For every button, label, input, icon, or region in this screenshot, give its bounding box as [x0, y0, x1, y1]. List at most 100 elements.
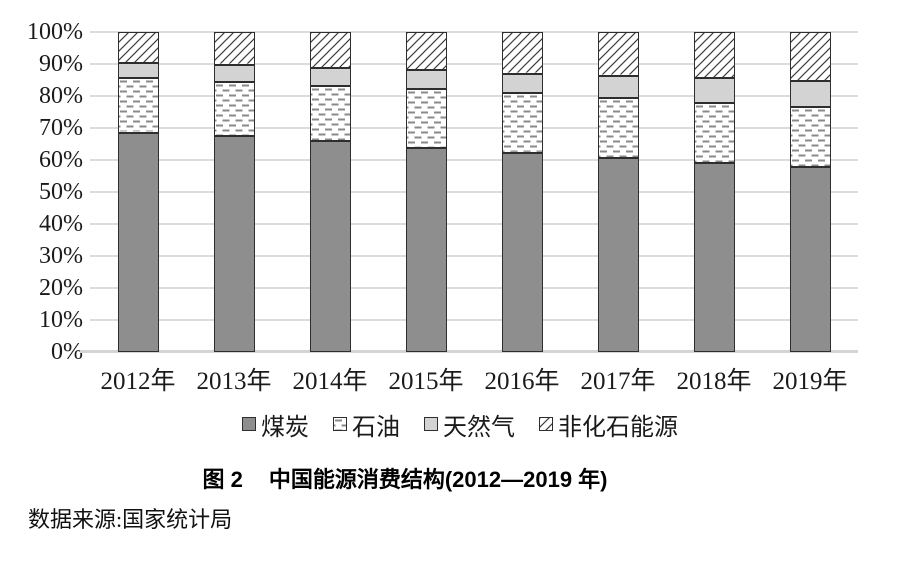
stacked-bar-2013年 [214, 32, 255, 352]
gridline-100 [90, 31, 858, 33]
bar-segment-nonfossil-2018年 [694, 32, 735, 79]
legend-item-nonfossil: 非化石能源 [539, 407, 678, 442]
x-tick-label-2018年: 2018年 [676, 368, 752, 395]
bar-segment-gas-2019年 [790, 80, 831, 107]
gridline-60 [90, 159, 858, 161]
gridline-40 [90, 223, 858, 225]
bar-segment-coal-2018年 [694, 163, 735, 352]
y-tick-label-80: 80% [39, 83, 83, 109]
data-source: 数据来源:国家统计局 [28, 507, 233, 532]
legend-label-coal: 煤炭 [261, 414, 309, 441]
bar-segment-oil-2012年 [118, 78, 159, 133]
legend-swatch-gas [424, 417, 438, 431]
gridline-70 [90, 127, 858, 129]
legend-item-oil: 石油 [333, 407, 400, 442]
bar-segment-coal-2013年 [214, 136, 255, 352]
stacked-bar-2014年 [310, 32, 351, 352]
bar-slot-2016年 [474, 32, 570, 352]
bar-slot-2013年 [186, 32, 282, 352]
bar-segment-coal-2017年 [598, 158, 639, 352]
bar-segment-nonfossil-2015年 [406, 32, 447, 71]
bar-segment-coal-2012年 [118, 132, 159, 352]
gridline-50 [90, 191, 858, 193]
diagonal-hatch-fill [407, 33, 446, 70]
dash-pattern-fill [503, 94, 542, 152]
x-tick-label-2014年: 2014年 [292, 368, 368, 395]
bar-segment-nonfossil-2019年 [790, 32, 831, 81]
bar-segment-gas-2016年 [502, 73, 543, 94]
bar-segment-gas-2018年 [694, 78, 735, 103]
y-tick-label-90: 90% [39, 51, 83, 77]
gridline-20 [90, 287, 858, 289]
gridline-30 [90, 255, 858, 257]
dash-pattern-fill [695, 103, 734, 163]
legend-swatch-oil [333, 417, 347, 431]
y-tick-label-70: 70% [39, 115, 83, 141]
legend-swatch-coal [242, 417, 256, 431]
y-tick-label-10: 10% [39, 307, 83, 333]
bar-segment-gas-2012年 [118, 63, 159, 79]
chart-legend: 煤炭 石油 天然气 非化石能源 [60, 406, 860, 442]
bar-segment-coal-2019年 [790, 167, 831, 352]
bar-segment-oil-2019年 [790, 106, 831, 168]
bar-segment-oil-2017年 [598, 97, 639, 159]
y-tick-label-50: 50% [39, 179, 83, 205]
y-tick-label-20: 20% [39, 275, 83, 301]
bar-slot-2014年 [282, 32, 378, 352]
x-tick-label-2019年: 2019年 [772, 368, 848, 395]
dash-pattern-fill [599, 98, 638, 158]
legend-swatch-nonfossil [539, 417, 553, 431]
dash-pattern-fill [215, 82, 254, 136]
bar-segment-gas-2013年 [214, 64, 255, 82]
stacked-bar-2015年 [406, 32, 447, 352]
gridline-10 [90, 319, 858, 321]
bar-segment-oil-2014年 [310, 86, 351, 142]
bar-segment-coal-2015年 [406, 147, 447, 352]
diagonal-hatch-fill [503, 33, 542, 73]
diagonal-hatch-fill [215, 33, 254, 64]
plot-area [80, 31, 858, 353]
dash-pattern-fill [407, 89, 446, 147]
caption-title: 中国能源消费结构(2012—2019 年) [268, 467, 608, 492]
bar-slot-2015年 [378, 32, 474, 352]
x-tick-label-2017年: 2017年 [580, 368, 656, 395]
bar-slot-2017年 [570, 32, 666, 352]
bar-segment-oil-2015年 [406, 88, 447, 148]
bar-segment-nonfossil-2017年 [598, 32, 639, 76]
y-tick-label-60: 60% [39, 147, 83, 173]
x-tick-label-2013年: 2013年 [196, 368, 272, 395]
stacked-bar-2012年 [118, 32, 159, 352]
bar-segment-gas-2014年 [310, 68, 351, 87]
legend-label-gas: 天然气 [443, 414, 515, 441]
bar-segment-nonfossil-2013年 [214, 32, 255, 65]
stacked-bar-2017年 [598, 32, 639, 352]
stacked-bar-2019年 [790, 32, 831, 352]
y-tick-label-100: 100% [27, 19, 83, 45]
bar-segment-oil-2016年 [502, 93, 543, 153]
caption-label: 图 2 [202, 467, 243, 492]
diagonal-hatch-fill [311, 33, 350, 68]
y-tick-label-30: 30% [39, 243, 83, 269]
x-axis-labels: 2012年 2013年 2014年 2015年 2016年 2017年 2018年 2019年 [90, 361, 858, 395]
diagonal-hatch-fill [599, 33, 638, 75]
legend-label-oil: 石油 [352, 414, 400, 441]
x-tick-label-2012年: 2012年 [100, 368, 176, 395]
bar-segment-gas-2015年 [406, 70, 447, 89]
x-tick-label-2015年: 2015年 [388, 368, 464, 395]
legend-label-nonfossil: 非化石能源 [558, 414, 678, 441]
gridline-80 [90, 95, 858, 97]
dash-pattern-fill [334, 418, 346, 430]
dash-pattern-fill [311, 87, 350, 141]
legend-item-gas: 天然气 [424, 407, 515, 442]
bar-segment-nonfossil-2014年 [310, 32, 351, 69]
diagonal-hatch-fill [695, 33, 734, 78]
stacked-bar-2016年 [502, 32, 543, 352]
diagonal-hatch-fill [540, 418, 552, 430]
dash-pattern-fill [791, 107, 830, 167]
x-tick-label-2016年: 2016年 [484, 368, 560, 395]
bar-segment-oil-2013年 [214, 81, 255, 137]
diagonal-hatch-fill [119, 33, 158, 63]
diagonal-hatch-fill [791, 33, 830, 80]
bar-slot-2019年 [762, 32, 858, 352]
